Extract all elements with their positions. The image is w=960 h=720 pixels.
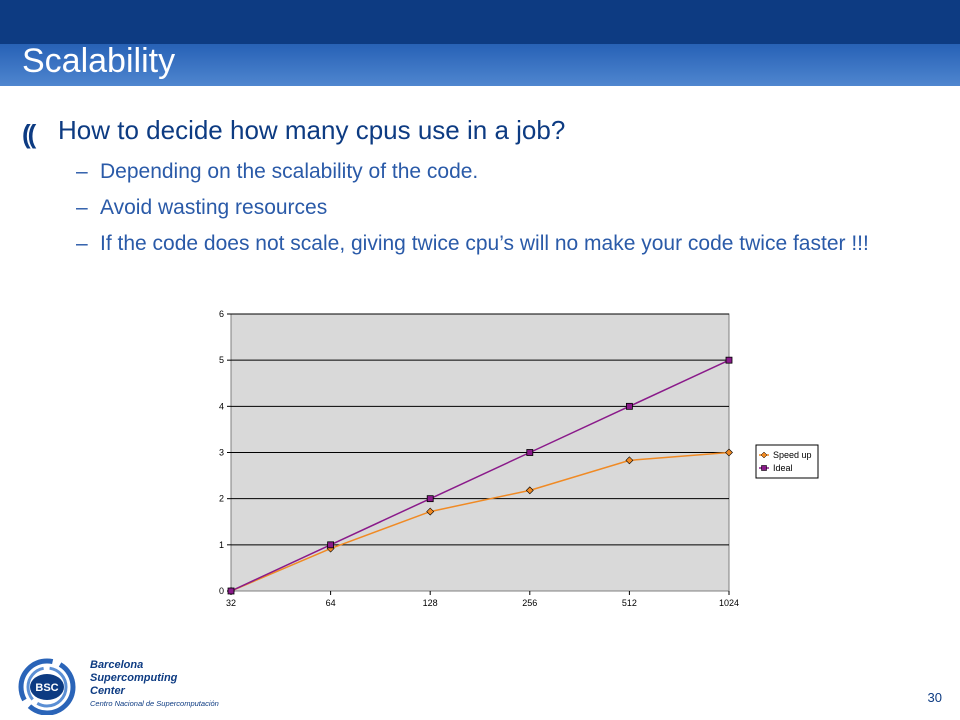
logo-name: Barcelona Supercomputing Center bbox=[90, 659, 177, 698]
legend-marker bbox=[761, 465, 767, 471]
sub-bullet-text: Avoid wasting resources bbox=[100, 196, 328, 219]
legend-label: Ideal bbox=[773, 463, 793, 473]
chart-svg: 0 1 2 3 4 5 6 32 64 128 256 512 1024 Speed up Ideal bbox=[219, 309, 819, 608]
series-line-ideal bbox=[230, 359, 730, 592]
y-tick-label: 4 bbox=[219, 401, 224, 411]
speedup-chart: 0 1 2 3 4 5 6 32 64 128 256 512 1024 Speed up Ideal bbox=[200, 300, 840, 620]
x-tick-label: 256 bbox=[522, 598, 537, 608]
data-point bbox=[725, 448, 733, 457]
y-tick-label: 6 bbox=[219, 309, 224, 319]
data-point bbox=[625, 456, 634, 465]
dash-marker: – bbox=[76, 232, 88, 255]
bsc-logo: BSC Barcelona Supercomputing Center Cent… bbox=[14, 655, 254, 716]
y-tick-label: 0 bbox=[219, 586, 224, 596]
logo-line-3: Center bbox=[90, 685, 125, 697]
logo-line-2: Supercomputing bbox=[90, 672, 178, 684]
data-point bbox=[426, 495, 434, 503]
x-tick-label: 64 bbox=[326, 598, 336, 608]
y-tick-label: 5 bbox=[219, 355, 224, 365]
data-point bbox=[725, 356, 733, 364]
slide-title: Scalability bbox=[22, 42, 176, 80]
logo-line-1: Barcelona bbox=[90, 659, 144, 671]
logo-badge-text: BSC bbox=[35, 682, 58, 694]
y-tick-label: 2 bbox=[219, 494, 224, 504]
data-point bbox=[227, 587, 235, 595]
bsc-logo-icon: BSC bbox=[18, 658, 76, 716]
main-bullet: How to decide how many cpus use in a job… bbox=[58, 115, 566, 145]
dash-marker: – bbox=[76, 160, 88, 183]
bullet-marker-icon: (( bbox=[22, 119, 36, 149]
x-tick-label: 128 bbox=[423, 598, 438, 608]
legend-marker bbox=[760, 451, 768, 459]
y-tick-label: 3 bbox=[219, 448, 224, 458]
x-tick-label: 32 bbox=[226, 598, 236, 608]
sub-bullet-text: Depending on the scalability of the code… bbox=[100, 160, 479, 183]
data-point bbox=[526, 449, 534, 456]
x-tick-label: 1024 bbox=[719, 598, 739, 608]
data-point bbox=[426, 507, 435, 516]
data-point bbox=[327, 541, 334, 549]
legend-label: Speed up bbox=[773, 450, 812, 460]
dash-marker: – bbox=[76, 196, 88, 219]
series-line-speed-up bbox=[230, 451, 730, 592]
header-band bbox=[0, 0, 960, 44]
legend-box bbox=[755, 444, 819, 479]
x-tick-label: 512 bbox=[622, 598, 637, 608]
y-tick-label: 1 bbox=[219, 540, 224, 550]
data-point bbox=[625, 402, 633, 410]
page-number: 30 bbox=[927, 690, 942, 705]
data-point bbox=[525, 486, 534, 495]
sub-bullet-text: If the code does not scale, giving twice… bbox=[100, 232, 869, 255]
logo-subtitle: Centro Nacional de Supercomputación bbox=[90, 699, 219, 708]
